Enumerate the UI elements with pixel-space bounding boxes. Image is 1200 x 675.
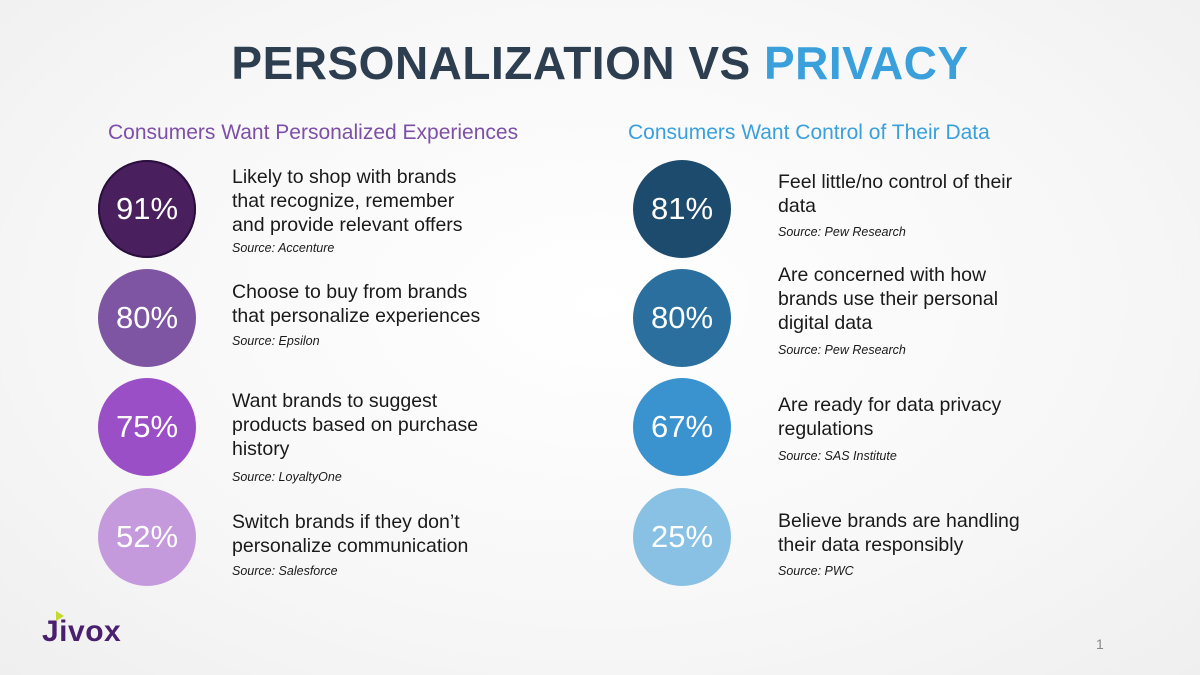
stat-circle: 80%: [633, 269, 731, 367]
stat-description: Choose to buy from brands that personaliz…: [232, 281, 481, 327]
stat-source: Source: Salesforce: [232, 564, 338, 578]
stat-description: Feel little/no control of their data: [778, 171, 1013, 217]
stat-description: Likely to shop with brands that recognize…: [232, 166, 463, 236]
logo-play-icon: [56, 611, 64, 621]
stat-description: Are ready for data privacy regulations: [778, 394, 1002, 440]
stat-source: Source: LoyaltyOne: [232, 470, 342, 484]
stat-source: Source: SAS Institute: [778, 449, 897, 463]
stat-description: Believe brands are handling their data re…: [778, 510, 1020, 556]
page-number: 1: [1096, 636, 1104, 652]
stat-source: Source: Pew Research: [778, 343, 906, 357]
stat-circle: 91%: [98, 160, 196, 258]
title-accent: PRIVACY: [764, 37, 969, 89]
stat-circle: 52%: [98, 488, 196, 586]
stat-source: Source: PWC: [778, 564, 854, 578]
right-column-heading: Consumers Want Control of Their Data: [628, 121, 990, 144]
left-column-heading: Consumers Want Personalized Experiences: [108, 121, 519, 144]
stat-description: Are concerned with how brands use their p…: [778, 264, 999, 334]
stat-circle: 67%: [633, 378, 731, 476]
title-main: PERSONALIZATION VS: [231, 37, 764, 89]
stat-source: Source: Accenture: [232, 241, 335, 255]
stat-description: Switch brands if they don’t personalize c…: [232, 511, 469, 557]
stat-source: Source: Pew Research: [778, 225, 906, 239]
stat-description: Want brands to suggest products based on …: [232, 390, 479, 460]
stat-circle: 81%: [633, 160, 731, 258]
slide-title: PERSONALIZATION VS PRIVACY: [0, 36, 1200, 90]
stat-circle: 25%: [633, 488, 731, 586]
stat-source: Source: Epsilon: [232, 334, 320, 348]
stat-circle: 75%: [98, 378, 196, 476]
stat-circle: 80%: [98, 269, 196, 367]
jivox-logo: Jivox: [42, 611, 121, 649]
